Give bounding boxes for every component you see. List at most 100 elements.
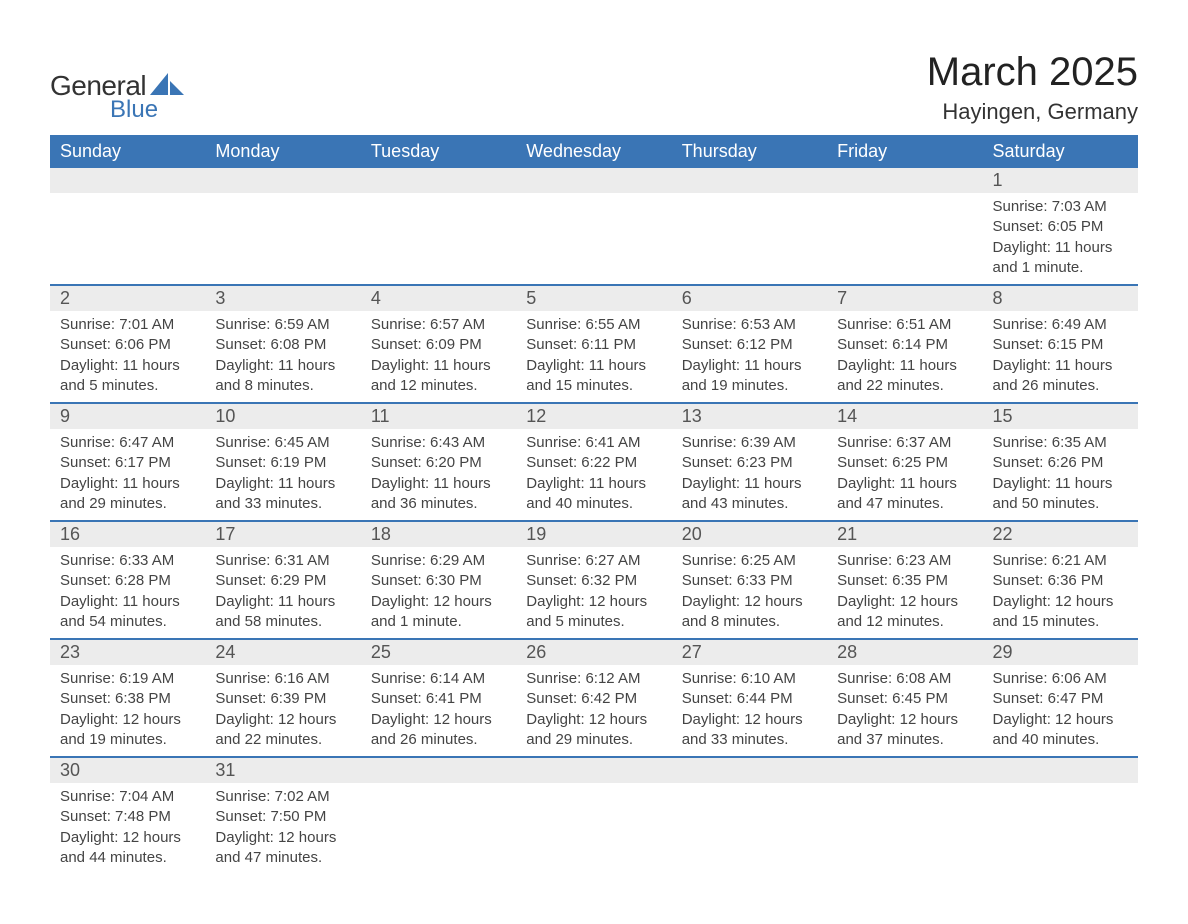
calendar-cell: 31Sunrise: 7:02 AMSunset: 7:50 PMDayligh… xyxy=(205,757,360,874)
daylight-line: Daylight: 11 hours and 33 minutes. xyxy=(215,474,350,515)
day-number xyxy=(361,168,516,193)
daylight-line: Daylight: 11 hours and 5 minutes. xyxy=(60,356,195,397)
sunset-line: Sunset: 6:22 PM xyxy=(526,453,661,473)
title-block: March 2025 Hayingen, Germany xyxy=(927,50,1138,125)
daylight-line: Daylight: 12 hours and 29 minutes. xyxy=(526,710,661,751)
calendar-week: 2Sunrise: 7:01 AMSunset: 6:06 PMDaylight… xyxy=(50,285,1138,403)
calendar-cell: 2Sunrise: 7:01 AMSunset: 6:06 PMDaylight… xyxy=(50,285,205,403)
calendar-header: SundayMondayTuesdayWednesdayThursdayFrid… xyxy=(50,135,1138,168)
daylight-line: Daylight: 11 hours and 54 minutes. xyxy=(60,592,195,633)
sunset-line: Sunset: 6:32 PM xyxy=(526,571,661,591)
day-number xyxy=(827,758,982,783)
sunrise-line: Sunrise: 6:21 AM xyxy=(993,551,1128,571)
day-details: Sunrise: 6:59 AMSunset: 6:08 PMDaylight:… xyxy=(205,311,360,402)
day-details: Sunrise: 6:33 AMSunset: 6:28 PMDaylight:… xyxy=(50,547,205,638)
day-number xyxy=(672,758,827,783)
sunrise-line: Sunrise: 6:39 AM xyxy=(682,433,817,453)
day-number: 27 xyxy=(672,640,827,665)
weekday-header: Monday xyxy=(205,135,360,168)
day-details: Sunrise: 6:16 AMSunset: 6:39 PMDaylight:… xyxy=(205,665,360,756)
calendar-cell xyxy=(827,757,982,874)
calendar-cell: 6Sunrise: 6:53 AMSunset: 6:12 PMDaylight… xyxy=(672,285,827,403)
sunrise-line: Sunrise: 6:37 AM xyxy=(837,433,972,453)
day-details xyxy=(827,783,982,793)
daylight-line: Daylight: 11 hours and 43 minutes. xyxy=(682,474,817,515)
daylight-line: Daylight: 11 hours and 19 minutes. xyxy=(682,356,817,397)
sunrise-line: Sunrise: 6:59 AM xyxy=(215,315,350,335)
day-number: 30 xyxy=(50,758,205,783)
calendar-cell: 20Sunrise: 6:25 AMSunset: 6:33 PMDayligh… xyxy=(672,521,827,639)
day-number: 26 xyxy=(516,640,671,665)
weekday-header: Tuesday xyxy=(361,135,516,168)
day-details: Sunrise: 6:51 AMSunset: 6:14 PMDaylight:… xyxy=(827,311,982,402)
day-number: 25 xyxy=(361,640,516,665)
calendar-cell: 26Sunrise: 6:12 AMSunset: 6:42 PMDayligh… xyxy=(516,639,671,757)
daylight-line: Daylight: 12 hours and 19 minutes. xyxy=(60,710,195,751)
day-details: Sunrise: 6:25 AMSunset: 6:33 PMDaylight:… xyxy=(672,547,827,638)
day-details xyxy=(361,193,516,203)
sunset-line: Sunset: 7:50 PM xyxy=(215,807,350,827)
day-number: 13 xyxy=(672,404,827,429)
day-details: Sunrise: 6:08 AMSunset: 6:45 PMDaylight:… xyxy=(827,665,982,756)
day-number xyxy=(361,758,516,783)
weekday-header: Saturday xyxy=(983,135,1138,168)
sunrise-line: Sunrise: 7:02 AM xyxy=(215,787,350,807)
day-number: 3 xyxy=(205,286,360,311)
daylight-line: Daylight: 11 hours and 47 minutes. xyxy=(837,474,972,515)
calendar-cell: 16Sunrise: 6:33 AMSunset: 6:28 PMDayligh… xyxy=(50,521,205,639)
sunrise-line: Sunrise: 6:45 AM xyxy=(215,433,350,453)
calendar-week: 16Sunrise: 6:33 AMSunset: 6:28 PMDayligh… xyxy=(50,521,1138,639)
day-number: 14 xyxy=(827,404,982,429)
calendar-cell: 24Sunrise: 6:16 AMSunset: 6:39 PMDayligh… xyxy=(205,639,360,757)
day-details: Sunrise: 6:10 AMSunset: 6:44 PMDaylight:… xyxy=(672,665,827,756)
day-number: 23 xyxy=(50,640,205,665)
day-details xyxy=(50,193,205,203)
daylight-line: Daylight: 11 hours and 36 minutes. xyxy=(371,474,506,515)
calendar-cell: 5Sunrise: 6:55 AMSunset: 6:11 PMDaylight… xyxy=(516,285,671,403)
sunrise-line: Sunrise: 6:57 AM xyxy=(371,315,506,335)
sunrise-line: Sunrise: 6:49 AM xyxy=(993,315,1128,335)
weekday-header: Friday xyxy=(827,135,982,168)
day-details xyxy=(516,193,671,203)
day-details xyxy=(672,193,827,203)
day-details: Sunrise: 6:23 AMSunset: 6:35 PMDaylight:… xyxy=(827,547,982,638)
day-number: 9 xyxy=(50,404,205,429)
daylight-line: Daylight: 12 hours and 26 minutes. xyxy=(371,710,506,751)
daylight-line: Daylight: 11 hours and 1 minute. xyxy=(993,238,1128,279)
day-number: 31 xyxy=(205,758,360,783)
day-details: Sunrise: 6:47 AMSunset: 6:17 PMDaylight:… xyxy=(50,429,205,520)
day-details: Sunrise: 6:35 AMSunset: 6:26 PMDaylight:… xyxy=(983,429,1138,520)
day-number: 8 xyxy=(983,286,1138,311)
day-details: Sunrise: 6:49 AMSunset: 6:15 PMDaylight:… xyxy=(983,311,1138,402)
sunrise-line: Sunrise: 6:43 AM xyxy=(371,433,506,453)
day-details: Sunrise: 6:55 AMSunset: 6:11 PMDaylight:… xyxy=(516,311,671,402)
sunset-line: Sunset: 6:14 PM xyxy=(837,335,972,355)
sunrise-line: Sunrise: 6:47 AM xyxy=(60,433,195,453)
calendar-cell: 14Sunrise: 6:37 AMSunset: 6:25 PMDayligh… xyxy=(827,403,982,521)
daylight-line: Daylight: 12 hours and 15 minutes. xyxy=(993,592,1128,633)
daylight-line: Daylight: 11 hours and 22 minutes. xyxy=(837,356,972,397)
logo: General Blue xyxy=(50,50,184,124)
daylight-line: Daylight: 12 hours and 33 minutes. xyxy=(682,710,817,751)
calendar-cell: 18Sunrise: 6:29 AMSunset: 6:30 PMDayligh… xyxy=(361,521,516,639)
day-number: 2 xyxy=(50,286,205,311)
sunset-line: Sunset: 6:19 PM xyxy=(215,453,350,473)
day-number: 29 xyxy=(983,640,1138,665)
calendar-week: 30Sunrise: 7:04 AMSunset: 7:48 PMDayligh… xyxy=(50,757,1138,874)
day-details: Sunrise: 6:12 AMSunset: 6:42 PMDaylight:… xyxy=(516,665,671,756)
daylight-line: Daylight: 12 hours and 44 minutes. xyxy=(60,828,195,869)
sunrise-line: Sunrise: 7:01 AM xyxy=(60,315,195,335)
month-title: March 2025 xyxy=(927,50,1138,95)
sunset-line: Sunset: 6:44 PM xyxy=(682,689,817,709)
sunrise-line: Sunrise: 6:16 AM xyxy=(215,669,350,689)
sunrise-line: Sunrise: 6:10 AM xyxy=(682,669,817,689)
sunset-line: Sunset: 7:48 PM xyxy=(60,807,195,827)
calendar-cell xyxy=(205,168,360,285)
day-details: Sunrise: 6:39 AMSunset: 6:23 PMDaylight:… xyxy=(672,429,827,520)
sunset-line: Sunset: 6:30 PM xyxy=(371,571,506,591)
day-number: 19 xyxy=(516,522,671,547)
header: General Blue March 2025 Hayingen, German… xyxy=(50,50,1138,125)
sunrise-line: Sunrise: 7:03 AM xyxy=(993,197,1128,217)
daylight-line: Daylight: 12 hours and 12 minutes. xyxy=(837,592,972,633)
day-details xyxy=(827,193,982,203)
